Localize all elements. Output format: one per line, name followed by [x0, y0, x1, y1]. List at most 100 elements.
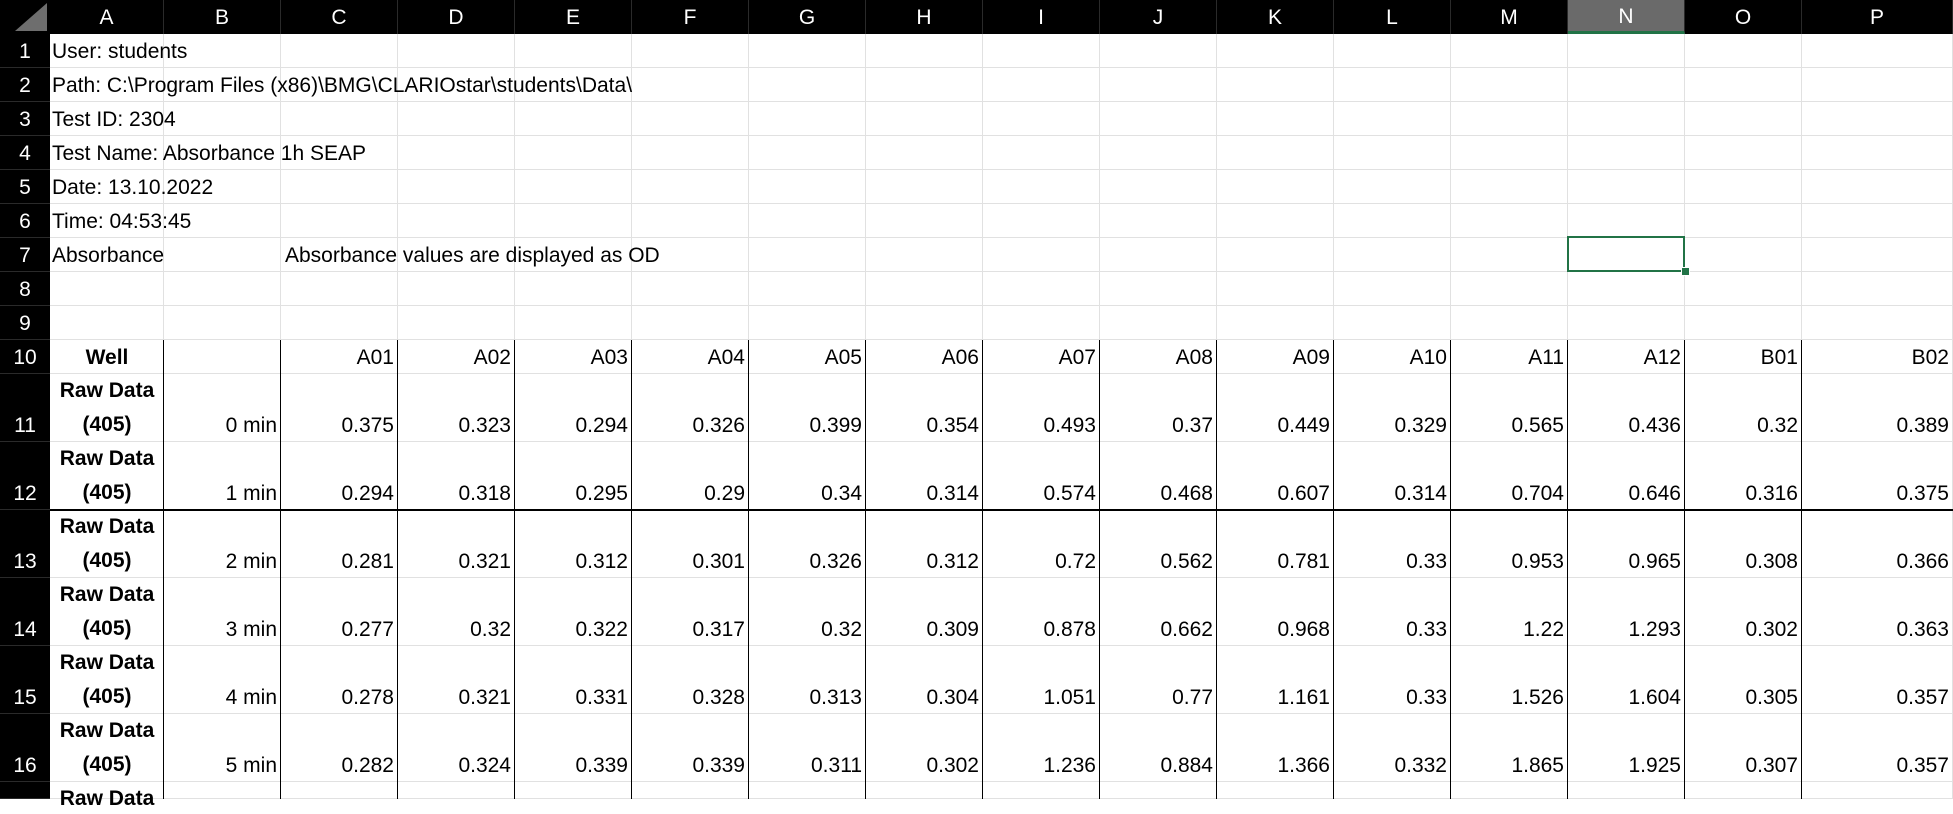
od-value[interactable]: 0.316 [1745, 482, 1798, 505]
column-header-g[interactable]: G [749, 0, 866, 34]
od-value[interactable]: 0.324 [458, 754, 511, 777]
od-value[interactable]: 0.781 [1277, 550, 1330, 573]
od-value[interactable]: 0.72 [1055, 550, 1096, 573]
column-header-m[interactable]: M [1451, 0, 1568, 34]
row-header-15[interactable]: 15 [0, 646, 50, 714]
od-value[interactable]: 0.322 [575, 618, 628, 641]
od-value[interactable]: 0.311 [811, 754, 862, 777]
column-header-k[interactable]: K [1217, 0, 1334, 34]
column-header-o[interactable]: O [1685, 0, 1802, 34]
od-value[interactable]: 0.314 [1394, 482, 1447, 505]
column-header-i[interactable]: I [983, 0, 1100, 34]
select-all-corner[interactable] [0, 0, 50, 34]
od-value[interactable]: 0.34 [821, 482, 862, 505]
od-value[interactable]: 0.968 [1277, 618, 1330, 641]
active-cell-selection[interactable] [1567, 236, 1685, 272]
row-header-7[interactable]: 7 [0, 238, 50, 272]
column-header-j[interactable]: J [1100, 0, 1217, 34]
column-header-d[interactable]: D [398, 0, 515, 34]
od-value[interactable]: 0.375 [341, 414, 394, 437]
od-value[interactable]: 0.329 [1394, 414, 1447, 437]
od-value[interactable]: 0.33 [1406, 686, 1447, 709]
od-value[interactable]: 0.294 [575, 414, 628, 437]
row-header-11[interactable]: 11 [0, 374, 50, 442]
od-value[interactable]: 0.318 [458, 482, 511, 505]
od-value[interactable]: 0.646 [1628, 482, 1681, 505]
column-header-f[interactable]: F [632, 0, 749, 34]
od-value[interactable]: 0.574 [1043, 482, 1096, 505]
od-value[interactable]: 0.326 [692, 414, 745, 437]
od-value[interactable]: 0.389 [1896, 414, 1949, 437]
od-value[interactable]: 0.332 [1394, 754, 1447, 777]
od-value[interactable]: 0.32 [1757, 414, 1798, 437]
od-value[interactable]: 0.29 [704, 482, 745, 505]
od-value[interactable]: 0.307 [1745, 754, 1798, 777]
od-value[interactable]: 0.282 [341, 754, 394, 777]
od-value[interactable]: 0.321 [458, 550, 511, 573]
od-value[interactable]: 0.308 [1745, 550, 1798, 573]
od-value[interactable]: 0.493 [1043, 414, 1096, 437]
fill-handle[interactable] [1681, 267, 1690, 276]
od-value[interactable]: 0.357 [1896, 686, 1949, 709]
od-value[interactable]: 0.878 [1043, 618, 1096, 641]
row-header-4[interactable]: 4 [0, 136, 50, 170]
od-value[interactable]: 1.051 [1043, 686, 1096, 709]
od-value[interactable]: 0.278 [341, 686, 394, 709]
od-value[interactable]: 0.294 [341, 482, 394, 505]
od-value[interactable]: 1.366 [1277, 754, 1330, 777]
od-value[interactable]: 0.304 [926, 686, 979, 709]
od-value[interactable]: 0.314 [926, 482, 979, 505]
column-header-p[interactable]: P [1802, 0, 1953, 34]
od-value[interactable]: 0.37 [1172, 414, 1213, 437]
row-header-3[interactable]: 3 [0, 102, 50, 136]
od-value[interactable]: 0.436 [1628, 414, 1681, 437]
od-value[interactable]: 0.326 [809, 550, 862, 573]
od-value[interactable]: 0.953 [1511, 550, 1564, 573]
od-value[interactable]: 0.339 [575, 754, 628, 777]
row-header-16[interactable]: 16 [0, 714, 50, 782]
row-header-5[interactable]: 5 [0, 170, 50, 204]
od-value[interactable]: 0.366 [1896, 550, 1949, 573]
od-value[interactable]: 0.357 [1896, 754, 1949, 777]
od-value[interactable]: 0.33 [1406, 550, 1447, 573]
row-header-14[interactable]: 14 [0, 578, 50, 646]
od-value[interactable]: 0.375 [1896, 482, 1949, 505]
row-header-9[interactable]: 9 [0, 306, 50, 340]
od-value[interactable]: 1.526 [1511, 686, 1564, 709]
od-value[interactable]: 1.161 [1277, 686, 1330, 709]
od-value[interactable]: 0.399 [809, 414, 862, 437]
od-value[interactable]: 0.354 [926, 414, 979, 437]
od-value[interactable]: 1.236 [1043, 754, 1096, 777]
od-value[interactable]: 0.33 [1406, 618, 1447, 641]
od-value[interactable]: 1.22 [1523, 618, 1564, 641]
od-value[interactable]: 0.704 [1511, 482, 1564, 505]
od-value[interactable]: 0.295 [575, 482, 628, 505]
od-value[interactable]: 0.965 [1628, 550, 1681, 573]
od-value[interactable]: 1.925 [1628, 754, 1681, 777]
od-value[interactable]: 0.313 [809, 686, 862, 709]
row-header-8[interactable]: 8 [0, 272, 50, 306]
row-header-13[interactable]: 13 [0, 510, 50, 578]
column-header-h[interactable]: H [866, 0, 983, 34]
row-header-2[interactable]: 2 [0, 68, 50, 102]
od-value[interactable]: 0.317 [692, 618, 745, 641]
column-header-e[interactable]: E [515, 0, 632, 34]
od-value[interactable]: 1.604 [1628, 686, 1681, 709]
od-value[interactable]: 0.884 [1160, 754, 1213, 777]
od-value[interactable]: 0.281 [341, 550, 394, 573]
column-header-a[interactable]: A [50, 0, 164, 34]
row-header-12[interactable]: 12 [0, 442, 50, 510]
od-value[interactable]: 0.323 [458, 414, 511, 437]
od-value[interactable]: 0.607 [1277, 482, 1330, 505]
row-header-10[interactable]: 10 [0, 340, 50, 374]
od-value[interactable]: 0.312 [575, 550, 628, 573]
od-value[interactable]: 0.302 [1745, 618, 1798, 641]
column-header-n[interactable]: N [1568, 0, 1685, 34]
od-value[interactable]: 0.339 [692, 754, 745, 777]
od-value[interactable]: 1.293 [1628, 618, 1681, 641]
od-value[interactable]: 0.302 [926, 754, 979, 777]
od-value[interactable]: 0.32 [821, 618, 862, 641]
od-value[interactable]: 0.305 [1745, 686, 1798, 709]
od-value[interactable]: 0.331 [575, 686, 628, 709]
